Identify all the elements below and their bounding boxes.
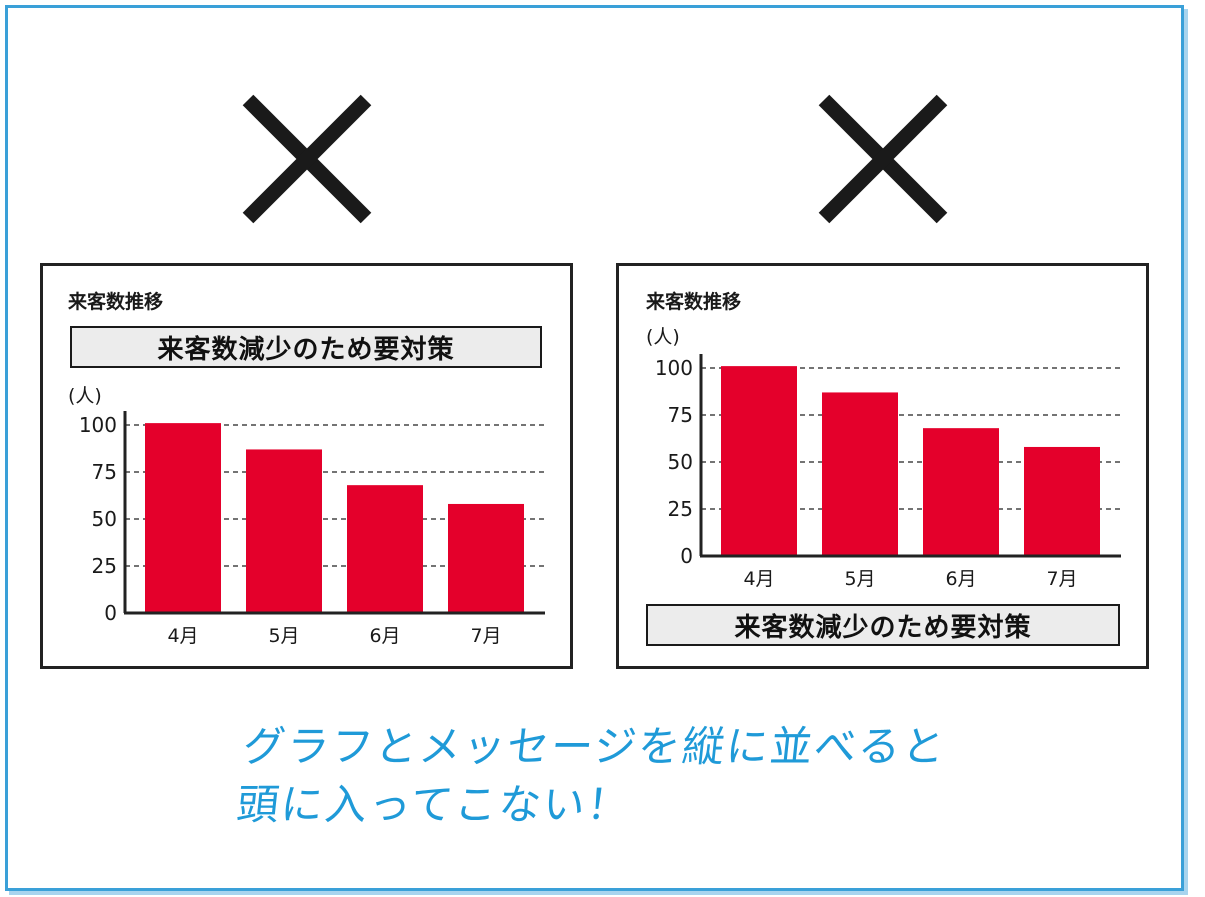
- x-tick-label: 6月: [369, 625, 400, 647]
- x-tick-label: 7月: [1046, 568, 1077, 590]
- bar-4月: [721, 366, 797, 556]
- y-tick-label: 50: [668, 450, 693, 474]
- cross-mark-icon: [242, 94, 372, 224]
- x-tick-label: 7月: [470, 625, 501, 647]
- message-box: 来客数減少のため要対策: [646, 604, 1120, 646]
- unit-label: (人): [646, 326, 680, 348]
- x-tick-label: 5月: [844, 568, 875, 590]
- bar-7月: [448, 503, 524, 613]
- y-tick-label: 75: [668, 403, 693, 427]
- bar-6月: [923, 428, 999, 556]
- unit-label: (人): [68, 385, 102, 407]
- cross-mark-icon: [818, 94, 948, 224]
- bar-6月: [347, 485, 423, 613]
- message-box: 来客数減少のため要対策: [70, 326, 542, 368]
- caption-line-2: 頭に入ってこない！: [234, 780, 634, 829]
- y-tick-label: 0: [680, 544, 693, 568]
- panel-title: 来客数推移: [68, 291, 164, 313]
- y-tick-label: 100: [79, 413, 117, 437]
- x-tick-label: 5月: [268, 625, 299, 647]
- y-tick-label: 0: [104, 601, 117, 625]
- bar-5月: [246, 449, 322, 613]
- caption-line-1: グラフとメッセージを縦に並べると: [240, 722, 949, 771]
- bar-7月: [1024, 446, 1100, 556]
- bar-4月: [145, 423, 221, 613]
- y-tick-label: 25: [668, 497, 693, 521]
- y-tick-label: 100: [655, 356, 693, 380]
- x-tick-label: 4月: [743, 568, 774, 590]
- y-tick-label: 50: [92, 507, 117, 531]
- caption: グラフとメッセージを縦に並べると 頭に入ってこない！: [234, 718, 949, 834]
- x-tick-label: 4月: [167, 625, 198, 647]
- bar-5月: [822, 392, 898, 556]
- panel-title: 来客数推移: [646, 291, 742, 313]
- x-tick-label: 6月: [945, 568, 976, 590]
- y-tick-label: 25: [92, 554, 117, 578]
- y-tick-label: 75: [92, 460, 117, 484]
